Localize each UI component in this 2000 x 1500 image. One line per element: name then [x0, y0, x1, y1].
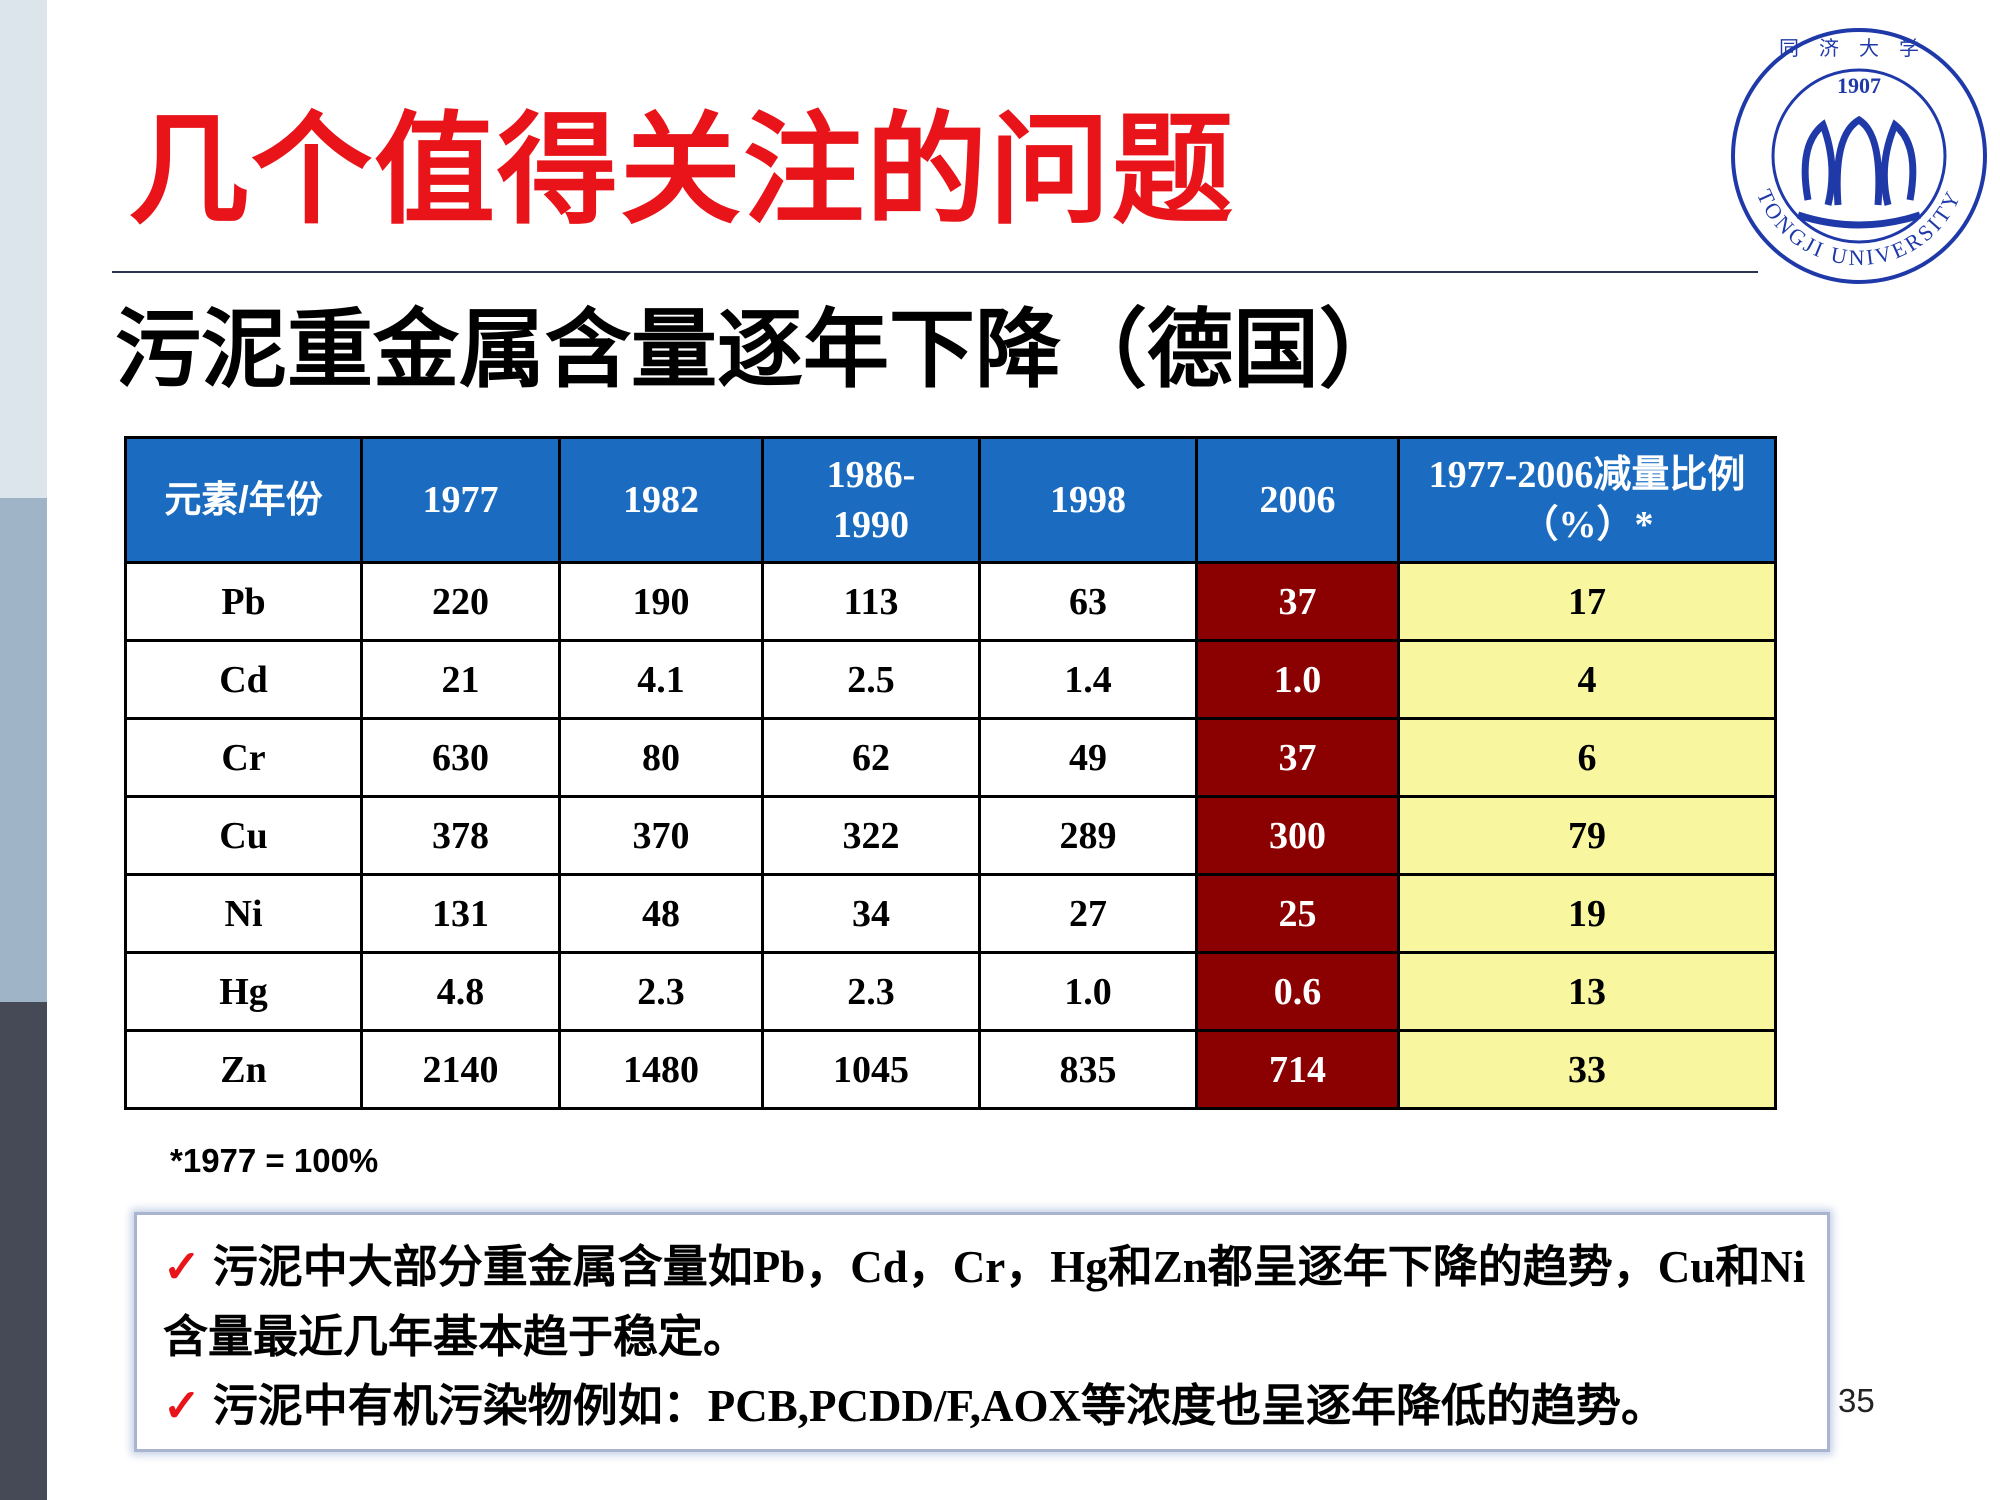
table-cell: 1.0: [1195, 639, 1400, 720]
table-cell: 4.1: [558, 639, 764, 720]
university-logo: TONGJI UNIVERSITY 1907 同济大学: [1731, 28, 1987, 284]
table-cell: Pb: [124, 561, 363, 642]
table-cell: Hg: [124, 951, 363, 1032]
table-cell: 113: [761, 561, 981, 642]
table-cell: 37: [1195, 561, 1400, 642]
table-cell: 13: [1397, 951, 1777, 1032]
table-cell: Cd: [124, 639, 363, 720]
table-cell: 131: [360, 873, 561, 954]
logo-ring: [1771, 68, 1947, 244]
table-cell: 79: [1397, 795, 1777, 876]
table-cell: 80: [558, 717, 764, 798]
table-cell: 2.5: [761, 639, 981, 720]
logo-chinese: 同济大学: [1779, 37, 1939, 60]
table-body: Pb 220 190 113 63 37 17 Cd 21 4.1 2.5 1.4 1.0 4 Cr 630 8…: [124, 561, 1777, 1110]
table-cell: 220: [360, 561, 561, 642]
header-text: 1986-1990: [826, 454, 916, 546]
table-cell: 63: [978, 561, 1198, 642]
table-row: Cd 21 4.1 2.5 1.4 1.0 4: [124, 639, 1777, 720]
header-text: 2006: [1259, 479, 1336, 521]
table-cell: Zn: [124, 1029, 363, 1110]
page-number: 35: [1838, 1382, 1875, 1419]
table-cell: 630: [360, 717, 561, 798]
header-text: 1977-2006减量比例（%）*: [1428, 454, 1746, 546]
header-text: 1998: [1050, 479, 1126, 521]
header-cell: 1977: [360, 436, 561, 564]
table-cell: 1.0: [978, 951, 1198, 1032]
logo-emblem: [1796, 115, 1922, 229]
table-cell: 4: [1397, 639, 1777, 720]
table-cell: 835: [978, 1029, 1198, 1110]
slide-subtitle: 污泥重金属含量逐年下降（德国）: [115, 302, 1405, 398]
header-text: 元素/年份: [164, 479, 323, 520]
table-cell: 27: [978, 873, 1198, 954]
table-cell: 0.6: [1195, 951, 1400, 1032]
table-cell: 1480: [558, 1029, 764, 1110]
header-cell: 1982: [558, 436, 764, 564]
bullet-text: 污泥中有机污染物例如：PCB,PCDD/F,AOX等浓度也呈逐年降低的趋势。: [212, 1381, 1667, 1431]
table-row: Zn 2140 1480 1045 835 714 33: [124, 1029, 1777, 1110]
table-cell: 322: [761, 795, 981, 876]
table-cell: Cr: [124, 717, 363, 798]
table-cell: 17: [1397, 561, 1777, 642]
table-cell: 19: [1397, 873, 1777, 954]
header-row: 元素/年份 1977 1982 1986-1990 1998 2006 1977-2006减…: [124, 436, 1777, 564]
table-cell: 34: [761, 873, 981, 954]
table-cell: 37: [1195, 717, 1400, 798]
header-cell: 元素/年份: [124, 436, 363, 564]
side-stripe: [0, 0, 47, 498]
side-stripe: [0, 498, 47, 1002]
table-cell: 714: [1195, 1029, 1400, 1110]
bullet: ✓ 污泥中有机污染物例如：PCB,PCDD/F,AOX等浓度也呈逐年降低的趋势。: [163, 1371, 1813, 1441]
table-note: *1977 = 100%: [170, 1142, 379, 1179]
table-cell: 370: [558, 795, 764, 876]
table-cell: 289: [978, 795, 1198, 876]
check-icon: ✓: [163, 1242, 201, 1292]
table-cell: 300: [1195, 795, 1400, 876]
header-text: 1982: [623, 479, 699, 521]
slide-title: 几个值得关注的问题: [128, 102, 1236, 238]
table-cell: 25: [1195, 873, 1400, 954]
logo-ring: [1731, 28, 1987, 284]
table-cell: 2140: [360, 1029, 561, 1110]
table-cell: 33: [1397, 1029, 1777, 1110]
table-cell: Ni: [124, 873, 363, 954]
table-cell: 6: [1397, 717, 1777, 798]
data-table: 元素/年份 1977 1982 1986-1990 1998 2006 1977-2006减…: [124, 436, 1777, 1110]
table-cell: 48: [558, 873, 764, 954]
bullet: ✓ 污泥中大部分重金属含量如Pb，Cd，Cr，Hg和Zn都呈逐年下降的趋势，Cu和…: [163, 1232, 1813, 1372]
table-cell: 378: [360, 795, 561, 876]
table-cell: 1045: [761, 1029, 981, 1110]
header-cell: 1998: [978, 436, 1198, 564]
table-row: Cu 378 370 322 289 300 79: [124, 795, 1777, 876]
table-cell: 4.8: [360, 951, 561, 1032]
table-cell: 62: [761, 717, 981, 798]
title-rule: [112, 271, 1758, 273]
table-row: Ni 131 48 34 27 25 19: [124, 873, 1777, 954]
side-stripe: [0, 1002, 47, 1500]
logo-year: 1907: [1837, 73, 1881, 98]
header-cell: 1986-1990: [761, 436, 981, 564]
table-cell: 2.3: [558, 951, 764, 1032]
header-text: 1977: [422, 479, 499, 521]
table-cell: 190: [558, 561, 764, 642]
bullet-text: 污泥中大部分重金属含量如Pb，Cd，Cr，Hg和Zn都呈逐年下降的趋势，Cu和N…: [163, 1242, 1806, 1362]
header-cell: 2006: [1195, 436, 1400, 564]
check-icon: ✓: [163, 1381, 201, 1431]
table-row: Pb 220 190 113 63 37 17: [124, 561, 1777, 642]
header-cell: 1977-2006减量比例（%）*: [1397, 436, 1777, 564]
table-cell: 21: [360, 639, 561, 720]
table-cell: 1.4: [978, 639, 1198, 720]
table-cell: Cu: [124, 795, 363, 876]
summary-box: [134, 1212, 1830, 1452]
table-row: Cr 630 80 62 49 37 6: [124, 717, 1777, 798]
table-row: Hg 4.8 2.3 2.3 1.0 0.6 13: [124, 951, 1777, 1032]
table-cell: 2.3: [761, 951, 981, 1032]
table-cell: 49: [978, 717, 1198, 798]
